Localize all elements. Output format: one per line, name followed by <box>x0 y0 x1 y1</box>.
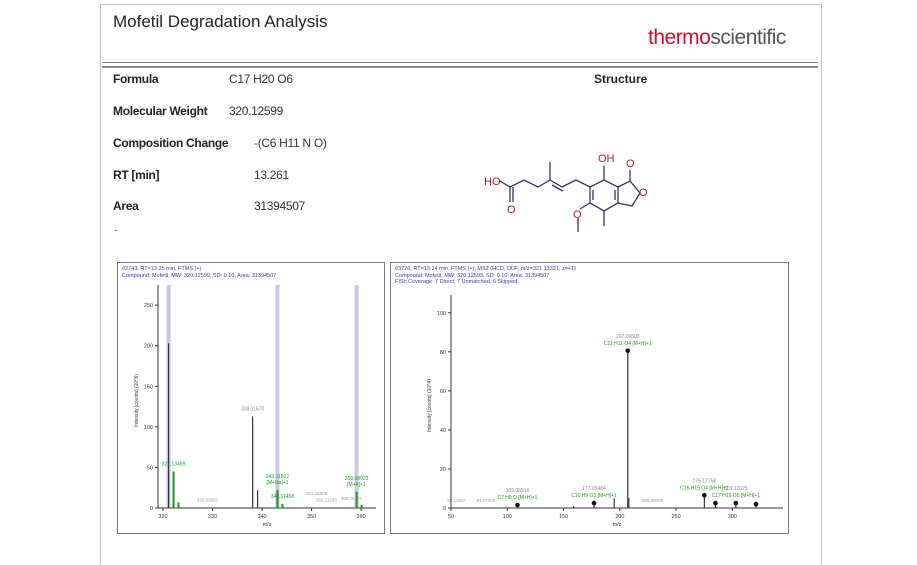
peak-mz-label: 303.12025 <box>724 486 748 492</box>
minor-peak-label: 81.07003 <box>476 498 495 503</box>
x-tick-label: 340 <box>257 514 266 520</box>
divider <box>102 62 818 63</box>
peak-mz-label: 322.13469 <box>162 461 186 467</box>
peak-formula-label: C10 H9 O3 [M+H]+1 <box>571 493 617 499</box>
methoxy-oxygen-label: O <box>573 209 582 221</box>
report-page <box>100 4 822 565</box>
thermo-scientific-logo: thermoscientific <box>648 26 786 49</box>
formula-label: Formula <box>113 72 159 86</box>
highlight-band <box>275 285 280 508</box>
ms2-spectrum-panel: #3726, RT=13.24 min, FTMS (+), MS2 (HCD,… <box>390 262 789 534</box>
y-tick-label: 20 <box>440 467 446 473</box>
y-tick-label: 200 <box>144 344 153 350</box>
y-tick-label: 0 <box>443 506 446 512</box>
minor-peak-label: 329.05583 <box>197 498 219 503</box>
y-tick-label: 40 <box>440 428 446 434</box>
x-tick-label: 350 <box>307 514 316 520</box>
ms2-header: #3726, RT=13.24 min, FTMS (+), MS2 (HCD,… <box>395 266 577 285</box>
matched-peak-marker <box>702 492 707 498</box>
x-tick-label: 200 <box>615 514 624 520</box>
peak-mz-label: 338.11670 <box>241 406 264 412</box>
matched-peak-marker <box>713 500 718 506</box>
composition-change-label: Composition Change <box>113 136 229 150</box>
molecular-weight-value: 320.12599 <box>229 104 284 118</box>
peak-mz-label: 359.08923 <box>345 476 369 482</box>
peak-ion-label: [M+Na]+1 <box>266 480 288 486</box>
y-tick-label: 150 <box>144 384 153 390</box>
area-label: Area <box>113 199 139 213</box>
matched-peak-marker <box>591 500 597 506</box>
peak-mz-label: 344.11458 <box>271 494 294 500</box>
matched-peak-marker <box>625 348 631 354</box>
x-tick-label: 320 <box>158 514 167 520</box>
x-tick-label: 330 <box>208 514 217 520</box>
highlight-band <box>354 285 359 508</box>
x-tick-label: 300 <box>728 514 737 520</box>
area-value: 31394507 <box>254 199 305 213</box>
acid-carbonyl-label: O <box>507 204 516 216</box>
x-axis-label: m/z <box>613 522 622 528</box>
divider <box>102 66 818 68</box>
peak-formula-label: C11 H11 O4 [M+H]+1 <box>604 341 652 347</box>
x-tick-label: 150 <box>559 514 568 520</box>
rt-value: 13.261 <box>254 168 289 182</box>
y-tick-label: 60 <box>440 389 446 395</box>
y-tick-label: 100 <box>144 425 153 431</box>
molecular-weight-label: Molecular Weight <box>113 104 208 118</box>
report-title: Mofetil Degradation Analysis <box>113 12 328 31</box>
lactone-oxygen-label: O <box>639 187 648 199</box>
formula-value: C17 H20 O6 <box>229 72 293 86</box>
rt-label: RT [min] <box>113 168 160 182</box>
x-tick-label: 50 <box>448 514 454 520</box>
y-tick-label: 0 <box>150 506 153 512</box>
phenol-label: OH <box>598 153 615 165</box>
lactone-carbonyl-label: O <box>626 158 635 170</box>
minor-peak-label: 55.12697 <box>447 498 466 503</box>
x-tick-label: 100 <box>503 514 512 520</box>
matched-peak-marker <box>515 502 520 508</box>
peak-mz-label: 177.05484 <box>582 486 606 492</box>
structure-heading: Structure <box>594 72 648 86</box>
y-tick-label: 250 <box>144 303 153 309</box>
peak-formula-label: C16 H19 O4 [M+H]+1 <box>680 485 729 491</box>
peak-mz-label: 109.06516 <box>506 488 530 494</box>
y-tick-label: 80 <box>440 350 446 356</box>
peak-ion-label: [M+K]+1 <box>347 482 366 488</box>
minor-peak-label: 351.16608 <box>306 491 328 496</box>
molecule-structure: HO O OH O O O <box>484 153 648 232</box>
minor-peak-label: 353.11325 <box>316 498 337 503</box>
matched-peak-marker <box>733 500 739 506</box>
ms1-header: #2743, RT=13.25 min, FTMS (+) Compound: M… <box>122 266 277 279</box>
y-axis-label: Intensity [counts] (10^6) <box>134 374 140 427</box>
composition-change-value: -(C6 H11 N O) <box>254 136 327 150</box>
peak-mz-label: 343.11502 <box>266 474 289 480</box>
dot-marker: . <box>114 220 118 234</box>
y-axis-label: Intensity [counts] (10^4) <box>427 379 433 432</box>
acid-hydroxyl-label: HO <box>484 176 501 188</box>
peak-mz-label: 207.06503 <box>616 334 640 340</box>
x-axis-label: m/z <box>263 522 272 528</box>
y-tick-label: 100 <box>437 311 446 317</box>
matched-peak-marker <box>753 501 759 507</box>
minor-peak-label: 358.08127 <box>341 496 363 501</box>
ms2-spectrum-chart: 50 100 150 200 250 300 0 20 40 60 80 100 m/z Intensit… <box>427 295 783 528</box>
peak-mz-label: 275.12758 <box>693 478 717 484</box>
ms1-spectrum-panel: #2743, RT=13.25 min, FTMS (+) Compound: M… <box>117 262 385 534</box>
x-tick-label: 250 <box>671 514 680 520</box>
peak-formula-label: C17 H19 O5 [M+H]+1 <box>712 493 761 499</box>
ms1-spectrum-chart: 320 330 340 350 360 0 50 100 150 200 250 m/z Intensi… <box>134 285 376 528</box>
y-tick-label: 50 <box>147 465 153 471</box>
x-tick-label: 360 <box>357 514 366 520</box>
peak-formula-label: C7 H9 O [M+H]+1 <box>497 495 537 501</box>
minor-peak-label: 229.09099 <box>642 498 664 503</box>
